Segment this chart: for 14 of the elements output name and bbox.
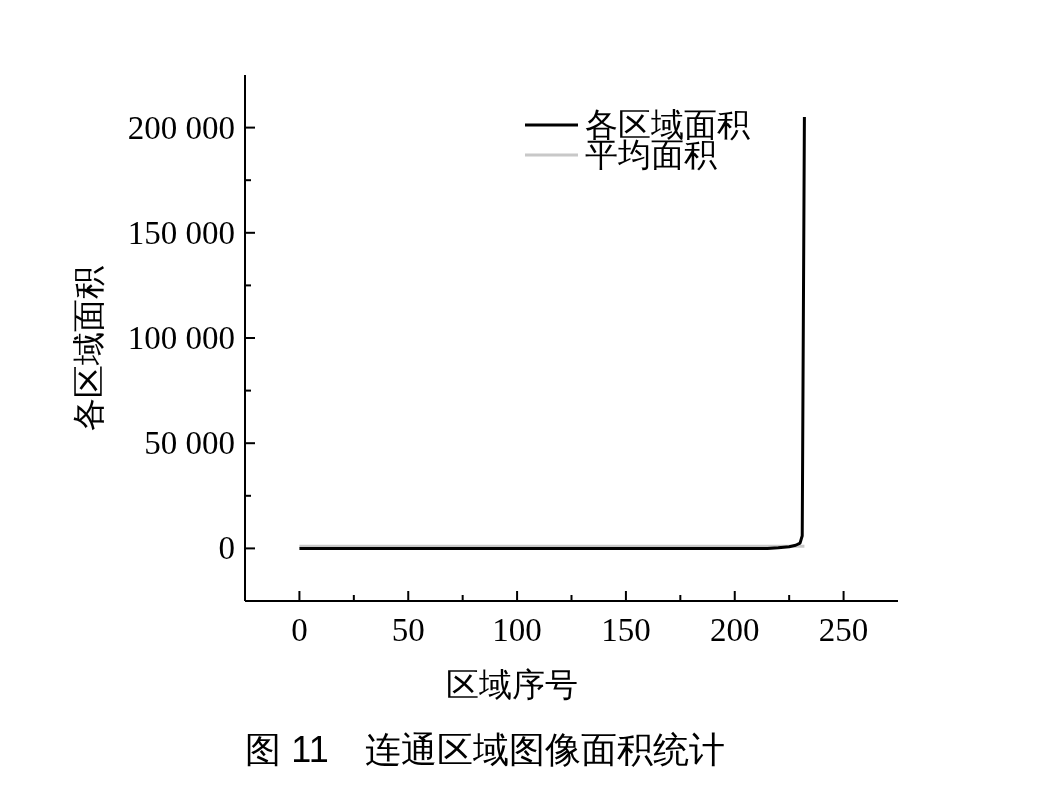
x-tick-label: 50 — [391, 612, 425, 648]
y-tick-label: 150 000 — [127, 214, 235, 251]
y-tick-label: 50 000 — [144, 425, 235, 462]
x-tick-label: 200 — [710, 612, 760, 648]
x-tick-label: 150 — [601, 612, 651, 648]
y-tick-label: 0 — [218, 530, 235, 567]
x-axis-title: 区域序号 — [445, 667, 578, 703]
text: 图 11 连通区域图像面积统计 — [245, 729, 725, 770]
x-tick-label: 250 — [818, 612, 869, 648]
x-tick-label: 0 — [291, 612, 308, 648]
y-tick-label: 200 000 — [127, 109, 235, 146]
x-tick-label: 100 — [492, 612, 542, 648]
y-axis-title: 各区域面积 — [71, 265, 107, 431]
y-tick-label: 100 000 — [127, 320, 235, 356]
